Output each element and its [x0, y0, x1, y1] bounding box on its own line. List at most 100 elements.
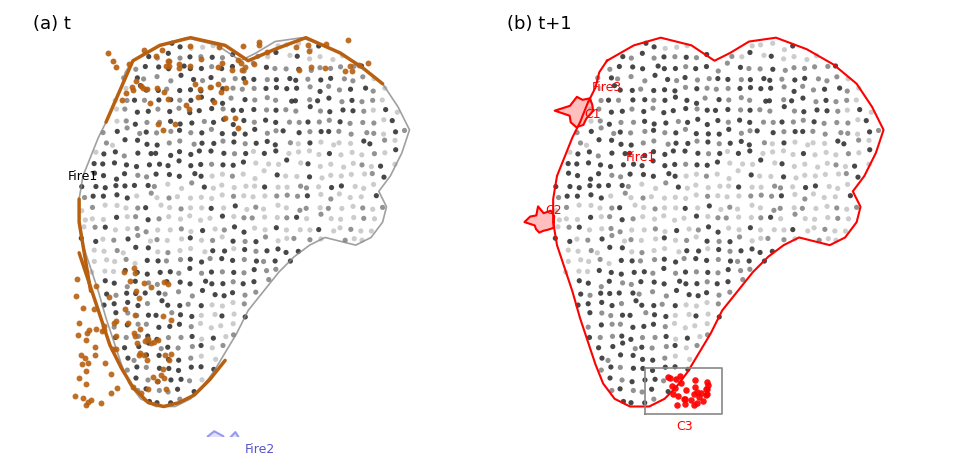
Point — [140, 333, 156, 340]
Point — [631, 290, 647, 298]
Point — [668, 161, 683, 168]
Point — [819, 77, 835, 84]
Point — [149, 399, 164, 406]
Point — [623, 170, 638, 178]
Text: C3: C3 — [676, 419, 692, 433]
Point — [335, 52, 350, 59]
Point — [721, 119, 736, 126]
Point — [645, 344, 660, 352]
Point — [148, 149, 163, 157]
Point — [647, 247, 662, 254]
Point — [215, 342, 230, 349]
Point — [193, 217, 208, 224]
Point — [238, 63, 253, 71]
Point — [839, 97, 855, 104]
Point — [182, 53, 198, 61]
Point — [591, 170, 606, 177]
Point — [859, 117, 874, 124]
Point — [78, 337, 94, 344]
Point — [833, 129, 848, 136]
Point — [163, 316, 179, 323]
Point — [682, 226, 697, 233]
Point — [756, 257, 772, 265]
Point — [647, 43, 662, 50]
Point — [129, 163, 144, 170]
Point — [657, 194, 672, 202]
Point — [711, 313, 727, 321]
Point — [776, 226, 792, 234]
Point — [290, 140, 306, 147]
Point — [159, 237, 175, 244]
Point — [151, 87, 166, 94]
Point — [625, 248, 640, 255]
Point — [202, 83, 218, 91]
Point — [149, 84, 164, 92]
Point — [256, 258, 271, 265]
Point — [712, 150, 728, 157]
Point — [318, 64, 333, 71]
Point — [618, 189, 633, 197]
Point — [343, 140, 358, 147]
Point — [270, 202, 286, 209]
Point — [742, 127, 757, 135]
Point — [699, 257, 714, 264]
Point — [584, 128, 599, 135]
Point — [194, 342, 209, 349]
Point — [77, 354, 93, 361]
Point — [743, 224, 758, 231]
Point — [302, 96, 317, 103]
Point — [700, 390, 715, 398]
Point — [589, 249, 605, 256]
Point — [376, 173, 392, 181]
Point — [668, 173, 683, 180]
Point — [97, 277, 113, 284]
Point — [152, 160, 167, 168]
Point — [679, 173, 694, 180]
Point — [700, 381, 715, 388]
Point — [290, 193, 306, 200]
Point — [601, 96, 616, 104]
Point — [690, 116, 706, 123]
Point — [627, 345, 643, 352]
Point — [107, 159, 122, 167]
Point — [817, 171, 833, 178]
Point — [183, 323, 199, 330]
Point — [194, 302, 209, 309]
Point — [774, 192, 789, 199]
Point — [646, 105, 661, 112]
Point — [602, 120, 617, 128]
Point — [206, 98, 222, 106]
Point — [171, 270, 186, 277]
Point — [238, 150, 253, 157]
Point — [195, 227, 210, 234]
Point — [808, 172, 823, 179]
Point — [137, 96, 152, 104]
Point — [829, 73, 844, 81]
Point — [78, 367, 94, 375]
Point — [583, 182, 598, 189]
Point — [149, 236, 164, 243]
Point — [205, 334, 221, 342]
Point — [88, 183, 103, 190]
Point — [624, 236, 639, 243]
Point — [118, 161, 134, 169]
Point — [74, 235, 89, 242]
Point — [796, 117, 811, 124]
Point — [356, 108, 371, 115]
Point — [80, 360, 96, 367]
Point — [817, 226, 833, 233]
Point — [710, 159, 725, 166]
Point — [164, 309, 180, 316]
Point — [605, 149, 620, 157]
Point — [365, 97, 380, 104]
Point — [171, 60, 186, 67]
Point — [89, 325, 104, 333]
Point — [602, 278, 617, 285]
Point — [367, 150, 382, 157]
Point — [689, 182, 704, 189]
Point — [247, 183, 263, 190]
Point — [777, 67, 793, 74]
Polygon shape — [555, 97, 593, 127]
Point — [291, 119, 307, 126]
Point — [156, 365, 171, 372]
